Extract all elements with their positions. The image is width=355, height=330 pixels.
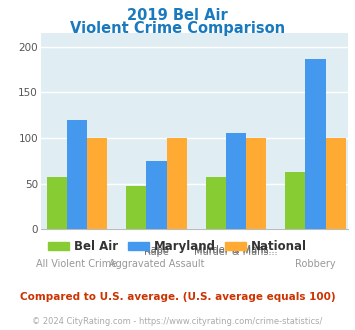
Bar [67, 120, 87, 229]
Bar [226, 133, 246, 229]
Legend: Bel Air, Maryland, National: Bel Air, Maryland, National [43, 236, 312, 258]
Bar [246, 138, 266, 229]
Text: Rape: Rape [144, 248, 169, 257]
Bar [47, 177, 67, 229]
Text: Compared to U.S. average. (U.S. average equals 100): Compared to U.S. average. (U.S. average … [20, 292, 335, 302]
Text: Rape: Rape [144, 245, 169, 255]
Bar [87, 138, 107, 229]
Text: © 2024 CityRating.com - https://www.cityrating.com/crime-statistics/: © 2024 CityRating.com - https://www.city… [32, 317, 323, 326]
Text: Robbery: Robbery [295, 258, 336, 269]
Bar [146, 161, 166, 229]
Text: All Violent Crime: All Violent Crime [36, 258, 118, 269]
Bar [285, 172, 305, 229]
Text: Aggravated Assault: Aggravated Assault [109, 258, 204, 269]
Text: Murder & Mans...: Murder & Mans... [194, 248, 278, 257]
Text: Murder & Mans...: Murder & Mans... [194, 245, 278, 255]
Text: 2019 Bel Air: 2019 Bel Air [127, 8, 228, 23]
Bar [126, 185, 146, 229]
Bar [305, 58, 326, 229]
Bar [166, 138, 187, 229]
Text: Violent Crime Comparison: Violent Crime Comparison [70, 21, 285, 36]
Bar [326, 138, 346, 229]
Bar [206, 177, 226, 229]
